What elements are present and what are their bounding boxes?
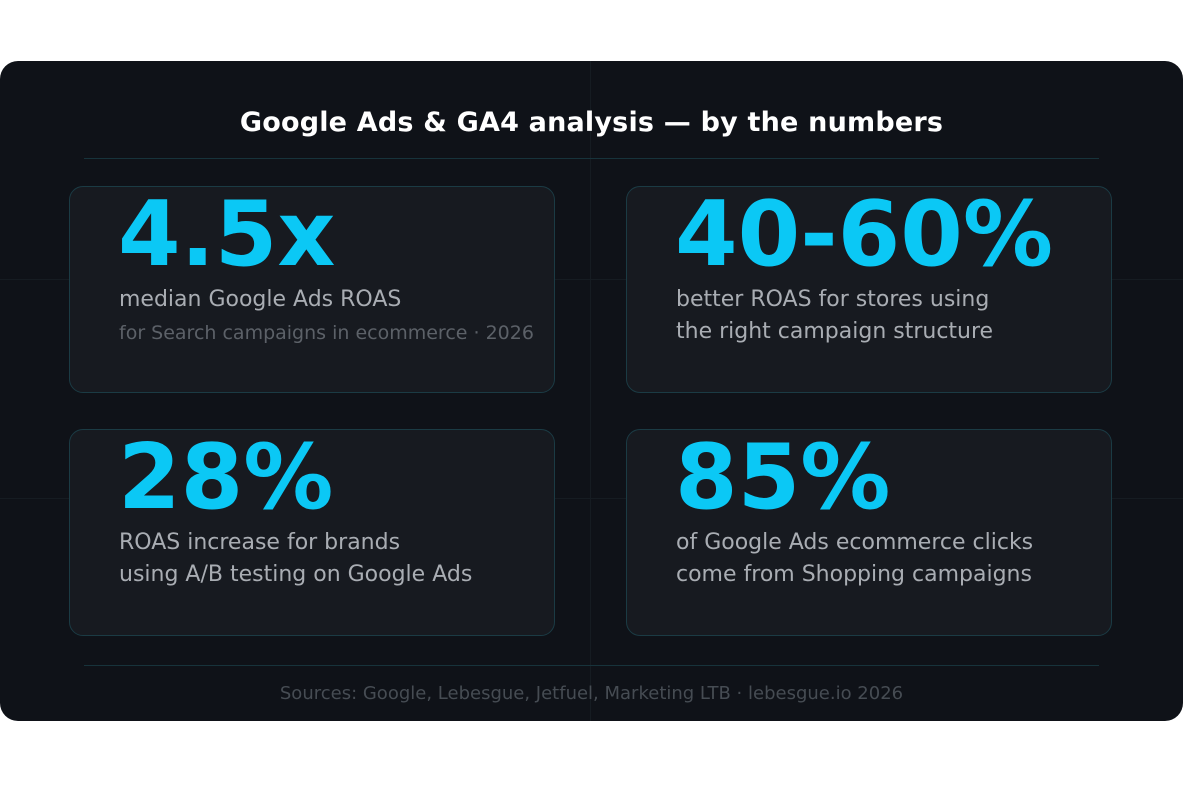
page-title: Google Ads & GA4 analysis — by the numbe… xyxy=(239,107,944,138)
stat-description: of Google Ads ecommerce clicks xyxy=(676,530,1034,555)
grid-line xyxy=(590,61,591,721)
stat-description: ROAS increase for brands xyxy=(119,530,401,555)
stat-description-continued: come from Shopping campaigns xyxy=(676,562,1032,587)
grid-line xyxy=(0,279,1183,280)
stat-value: 85% xyxy=(675,425,891,530)
stat-card-campaign-structure: 40-60% better ROAS for stores using the … xyxy=(626,182,1112,393)
stat-description-continued: using A/B testing on Google Ads xyxy=(119,562,473,587)
stat-value: 4.5x xyxy=(118,182,336,287)
stat-description: median Google Ads ROAS xyxy=(119,287,402,312)
stat-card-shopping-clicks: 85% of Google Ads ecommerce clicks come … xyxy=(626,425,1112,636)
title-divider xyxy=(84,158,1099,159)
stat-value: 40-60% xyxy=(675,182,1054,287)
stat-description-continued: the right campaign structure xyxy=(676,319,994,344)
stat-description: better ROAS for stores using xyxy=(676,287,990,312)
sources-footer: Sources: Google, Lebesgue, Jetfuel, Mark… xyxy=(279,683,904,704)
stat-card-ab-testing: 28% ROAS increase for brands using A/B t… xyxy=(69,425,555,636)
grid-line xyxy=(0,498,1183,499)
stat-value: 28% xyxy=(118,425,334,530)
stat-card-roas: 4.5x median Google Ads ROAS for Search c… xyxy=(69,182,555,393)
infographic-panel: Google Ads & GA4 analysis — by the numbe… xyxy=(0,61,1183,721)
footer-divider xyxy=(84,665,1099,666)
stat-note: for Search campaigns in ecommerce · 2026 xyxy=(119,322,534,344)
